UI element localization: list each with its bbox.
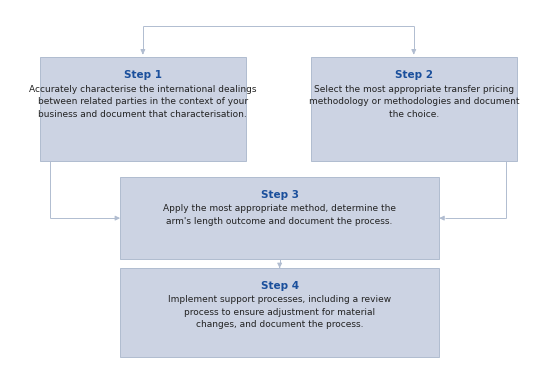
Text: Accurately characterise the international dealings
between related parties in th: Accurately characterise the internationa… xyxy=(29,85,257,118)
FancyBboxPatch shape xyxy=(311,57,517,161)
FancyBboxPatch shape xyxy=(120,177,439,259)
Text: Select the most appropriate transfer pricing
methodology or methodologies and do: Select the most appropriate transfer pri… xyxy=(309,85,519,118)
Text: Implement support processes, including a review
process to ensure adjustment for: Implement support processes, including a… xyxy=(168,295,391,330)
Text: Step 4: Step 4 xyxy=(261,281,299,291)
FancyBboxPatch shape xyxy=(120,268,439,357)
Text: Step 2: Step 2 xyxy=(395,70,433,80)
Text: Apply the most appropriate method, determine the
arm's length outcome and docume: Apply the most appropriate method, deter… xyxy=(163,204,396,226)
Text: Step 3: Step 3 xyxy=(261,190,299,200)
Text: Step 1: Step 1 xyxy=(124,70,162,80)
FancyBboxPatch shape xyxy=(40,57,246,161)
